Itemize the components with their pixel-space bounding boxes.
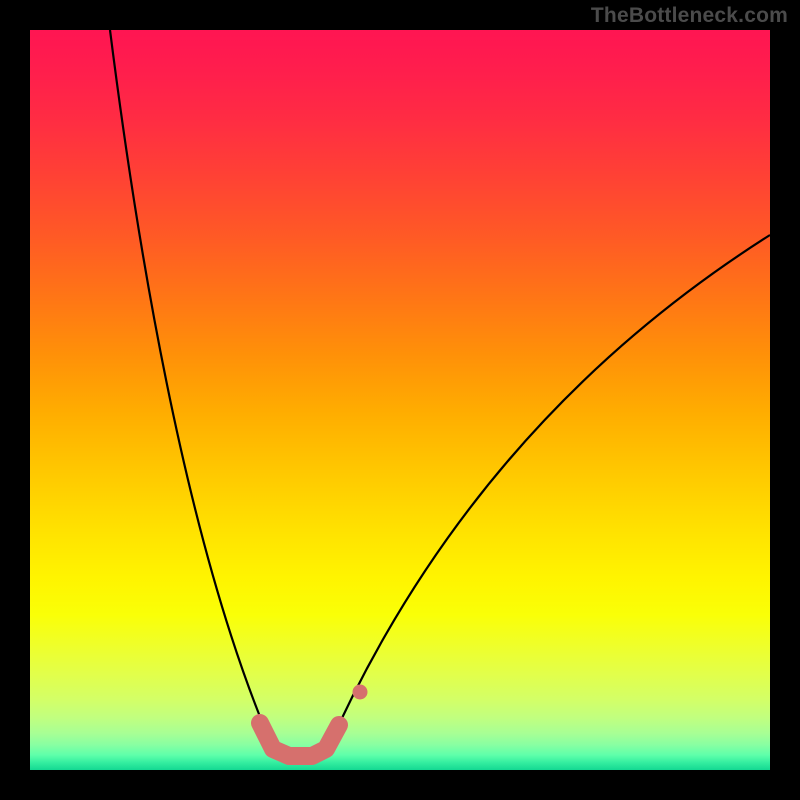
v-curve-chart: [0, 0, 800, 800]
plot-background: [30, 30, 770, 770]
chart-container: { "watermark": { "text": "TheBottleneck.…: [0, 0, 800, 800]
lone-marker-dot: [353, 685, 368, 700]
watermark-text: TheBottleneck.com: [591, 4, 788, 28]
